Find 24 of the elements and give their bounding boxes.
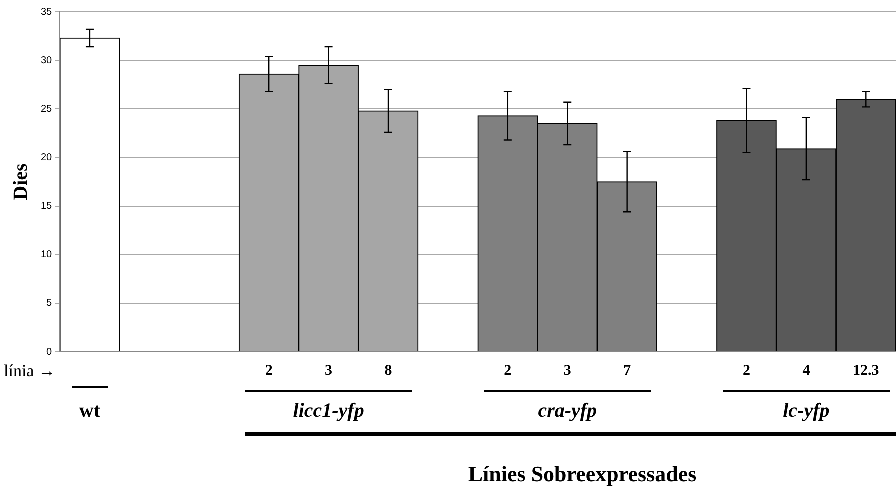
x-tick-label: 3	[564, 362, 572, 379]
y-tick-label: 0	[46, 346, 53, 358]
x-axis-title: Línies Sobreexpressades	[468, 462, 698, 487]
y-tick-label: 30	[41, 55, 53, 66]
y-tick-label: 10	[41, 250, 53, 261]
y-axis-title: Dies	[10, 163, 32, 200]
y-tick-label: 20	[41, 152, 53, 164]
y-tick-label: 35	[41, 6, 53, 18]
text: lc-yfp	[783, 400, 830, 422]
text: licc1-yfp	[293, 400, 364, 422]
x-tick-label: 2	[742, 362, 750, 379]
text: cra-yfp	[538, 400, 598, 422]
y-tick-label: 25	[41, 104, 53, 115]
text: wt	[79, 400, 101, 422]
x-tick-label: 2	[504, 362, 512, 379]
x-tick-label: 12.3	[853, 362, 880, 379]
x-tick-label: 3	[325, 362, 333, 379]
y-tick-label: 5	[46, 298, 53, 310]
x-tick-label: 4	[802, 362, 811, 379]
x-tick-label: 7	[624, 362, 632, 379]
text: línia →	[4, 361, 56, 380]
x-tick-label: 2	[265, 362, 273, 379]
x-tick-label: 8	[384, 362, 392, 379]
y-tick-label: 15	[41, 201, 53, 212]
